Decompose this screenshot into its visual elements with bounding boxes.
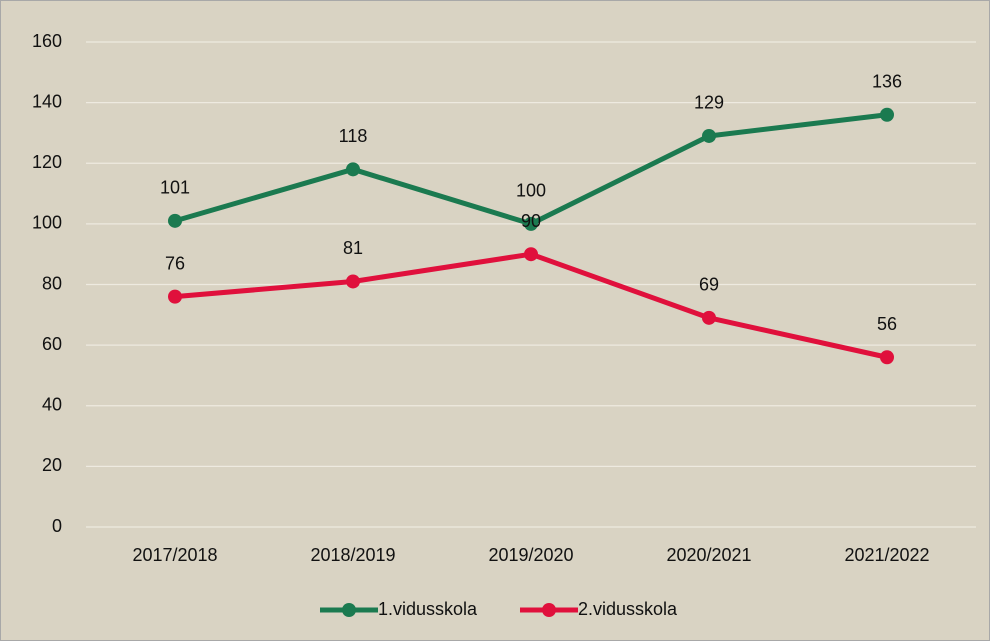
y-tick-label: 120 — [32, 152, 62, 172]
legend-label: 2.vidusskola — [578, 599, 678, 619]
y-tick-label: 140 — [32, 91, 62, 111]
data-label: 100 — [516, 181, 546, 201]
point — [524, 216, 538, 231]
data-label: 90 — [521, 211, 541, 231]
legend-label: 1.vidusskola — [378, 599, 478, 619]
data-label: 81 — [343, 238, 363, 258]
y-tick-label: 20 — [42, 455, 62, 475]
data-label: 76 — [165, 253, 185, 273]
x-tick-label: 2020/2021 — [666, 545, 751, 565]
point — [702, 128, 716, 143]
point — [346, 162, 360, 177]
data-label: 56 — [877, 314, 897, 334]
point — [346, 274, 360, 289]
data-label: 136 — [872, 72, 902, 92]
data-label: 118 — [339, 126, 368, 146]
point — [168, 289, 182, 304]
y-tick-label: 100 — [32, 213, 62, 233]
data-label: 101 — [160, 178, 190, 198]
legend-marker — [542, 603, 556, 617]
legend-marker — [342, 603, 356, 617]
point — [524, 247, 538, 262]
point — [880, 107, 894, 122]
point — [702, 310, 716, 325]
x-tick-label: 2018/2019 — [310, 545, 395, 565]
x-tick-label: 2021/2022 — [844, 545, 929, 565]
y-tick-label: 40 — [42, 395, 62, 415]
x-tick-label: 2019/2020 — [488, 545, 573, 565]
point — [168, 213, 182, 228]
point — [880, 350, 894, 365]
y-tick-label: 60 — [42, 334, 62, 354]
y-tick-label: 80 — [42, 273, 62, 293]
data-label: 69 — [699, 275, 719, 295]
data-label: 129 — [694, 93, 724, 113]
y-tick-label: 0 — [52, 516, 62, 536]
y-tick-label: 160 — [32, 31, 62, 51]
x-tick-label: 2017/2018 — [132, 545, 217, 565]
